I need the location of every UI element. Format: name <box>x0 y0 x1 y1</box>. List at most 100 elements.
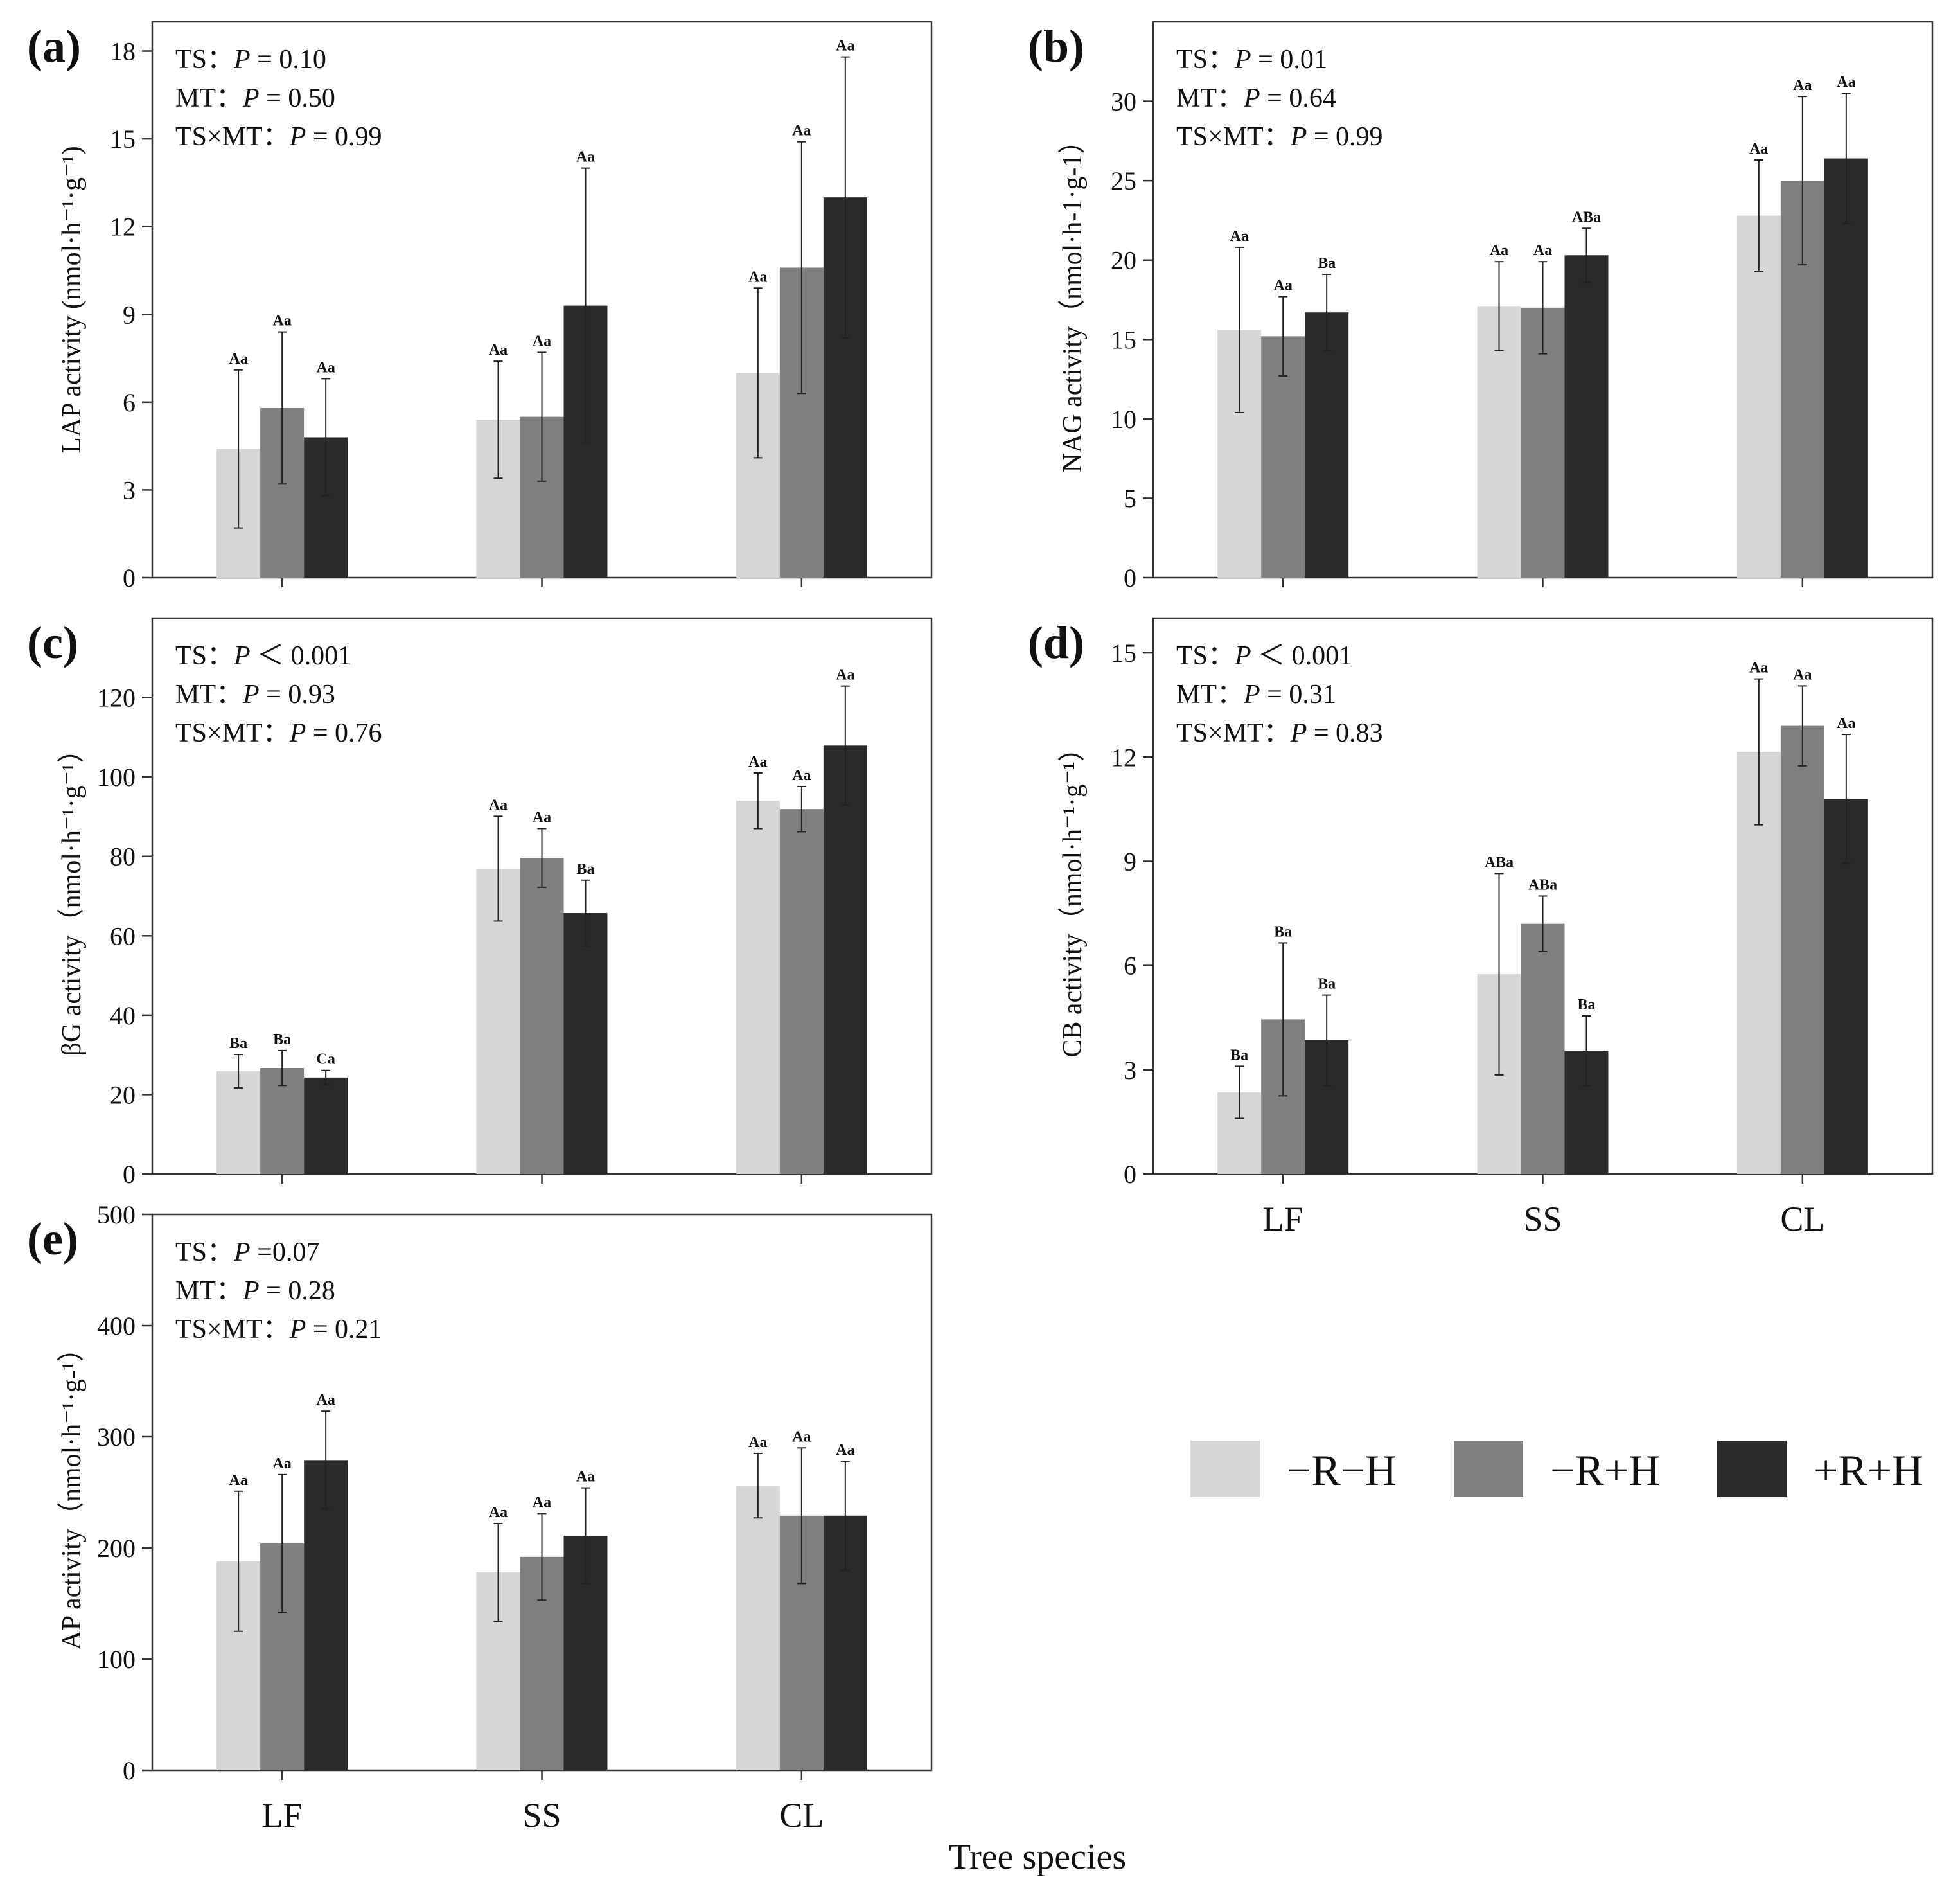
panel-d: (d) 0 3 6 9 12 15 CB activity（nmol·h⁻¹·g⁻¹） LF Ba… <box>1028 617 1934 1238</box>
stat-line: MT：P = 0.28 <box>175 1276 335 1306</box>
bar <box>1521 923 1565 1174</box>
significance-label: Aa <box>1837 74 1855 91</box>
y-tick-label: 500 <box>97 1200 136 1229</box>
significance-label: Ba <box>1318 255 1336 272</box>
significance-label: Aa <box>489 797 508 813</box>
legend-item: +R+H <box>1717 1441 1923 1497</box>
significance-label: Aa <box>533 809 551 826</box>
y-tick-label: 40 <box>110 1001 136 1030</box>
x-category-label: CL <box>779 1796 824 1835</box>
significance-label: Aa <box>1793 666 1812 683</box>
significance-label: Aa <box>748 754 767 770</box>
significance-label: Aa <box>533 333 551 350</box>
y-tick-label: 15 <box>1111 639 1136 668</box>
bar <box>1780 725 1824 1174</box>
stat-line: TS：P = 0.10 <box>175 45 326 75</box>
bar <box>304 1077 348 1174</box>
legend-item: −R+H <box>1454 1441 1660 1497</box>
x-category-label: CL <box>1780 1200 1824 1238</box>
significance-label: Aa <box>489 1504 508 1521</box>
y-tick-label: 15 <box>1111 325 1136 354</box>
significance-label: Aa <box>1273 278 1292 294</box>
bar <box>1824 158 1868 578</box>
significance-label: Aa <box>576 149 595 166</box>
y-tick-label: 25 <box>1111 166 1136 195</box>
y-tick-label: 80 <box>110 842 136 871</box>
y-tick-label: 12 <box>110 213 136 242</box>
significance-label: ABa <box>1485 854 1514 871</box>
y-tick-label: 100 <box>97 1645 136 1674</box>
y-tick-label: 3 <box>1124 1056 1136 1085</box>
stat-line: MT：P = 0.31 <box>1176 680 1336 709</box>
y-tick-label: 100 <box>97 763 136 792</box>
y-axis-label: AP activity（nmol·h⁻¹·g-¹） <box>57 1335 87 1649</box>
significance-label: Aa <box>1533 242 1552 259</box>
significance-label: Aa <box>489 342 508 359</box>
bar <box>779 809 824 1174</box>
panel-c: (c) 0 20 40 60 80 100 120 βG activity（nmol·h⁻¹·g… <box>27 617 933 1189</box>
stat-line: TS：P =0.07 <box>175 1238 319 1267</box>
significance-label: Ba <box>1318 976 1336 993</box>
significance-label: Aa <box>792 1428 811 1445</box>
significance-label: Aa <box>229 351 247 368</box>
significance-label: Aa <box>533 1494 551 1511</box>
y-tick-label: 6 <box>123 388 136 417</box>
legend-label: +R+H <box>1814 1446 1923 1495</box>
y-tick-label: 0 <box>1124 564 1136 592</box>
stat-line: TS×MT：P = 0.99 <box>175 122 382 152</box>
x-axis-title: Tree species <box>949 1837 1126 1877</box>
bar <box>520 858 564 1174</box>
legend: −R−H −R+H +R+H <box>1190 1441 1923 1497</box>
stat-line: TS×MT：P = 0.21 <box>175 1315 382 1344</box>
legend-swatch <box>1717 1441 1787 1497</box>
bar <box>304 1460 348 1770</box>
significance-label: Aa <box>748 269 767 285</box>
significance-label: Aa <box>836 1442 854 1459</box>
significance-label: Aa <box>1749 660 1768 677</box>
significance-label: Aa <box>836 667 854 684</box>
y-axis-label: CB activity（nmol·h⁻¹·g⁻¹） <box>1058 734 1088 1057</box>
y-tick-label: 18 <box>110 37 136 66</box>
y-tick-label: 0 <box>1124 1160 1136 1189</box>
stat-line: MT：P = 0.64 <box>1176 84 1336 113</box>
panel-label: (e) <box>27 1213 78 1265</box>
y-tick-label: 9 <box>123 300 136 329</box>
stat-line: MT：P = 0.93 <box>175 680 335 709</box>
legend-label: −R+H <box>1550 1446 1660 1495</box>
y-tick-label: 60 <box>110 921 136 950</box>
bar <box>1736 215 1781 578</box>
legend-swatch <box>1190 1441 1260 1497</box>
y-tick-label: 5 <box>1124 484 1136 513</box>
significance-label: Aa <box>316 359 335 376</box>
significance-label: ABa <box>1572 209 1601 226</box>
y-tick-label: 400 <box>97 1311 136 1340</box>
significance-label: Aa <box>1490 242 1508 259</box>
stat-line: TS：P ＜ 0.001 <box>1176 641 1352 671</box>
y-tick-label: 300 <box>97 1423 136 1452</box>
legend-label: −R−H <box>1287 1446 1397 1495</box>
bar <box>736 1486 780 1770</box>
bar <box>563 913 608 1174</box>
y-tick-label: 0 <box>123 564 136 592</box>
panel-a: (a) 0 3 6 9 12 15 18 LAP activity (nmol·h⁻¹·g⁻¹)… <box>27 21 933 592</box>
chart-panels: (a) 0 3 6 9 12 15 18 LAP activity (nmol·h⁻¹·g⁻¹)… <box>27 21 1934 1835</box>
stat-line: TS：P ＜ 0.001 <box>175 641 351 671</box>
y-tick-label: 120 <box>97 684 136 713</box>
bar <box>1305 312 1349 578</box>
y-tick-label: 0 <box>123 1160 136 1189</box>
significance-label: Aa <box>272 1455 291 1472</box>
significance-label: Ba <box>1274 923 1292 940</box>
significance-label: Ba <box>273 1031 291 1048</box>
y-tick-label: 0 <box>123 1756 136 1785</box>
significance-label: ABa <box>1528 877 1557 894</box>
panel-label: (a) <box>27 21 81 72</box>
bar <box>1564 255 1609 578</box>
significance-label: Aa <box>836 38 854 55</box>
stat-line: MT：P = 0.50 <box>175 84 335 113</box>
bar <box>736 801 780 1174</box>
significance-label: Ba <box>229 1035 247 1052</box>
significance-label: Aa <box>1793 77 1812 94</box>
legend-item: −R−H <box>1190 1441 1397 1497</box>
stat-line: TS×MT：P = 0.99 <box>1176 122 1383 152</box>
